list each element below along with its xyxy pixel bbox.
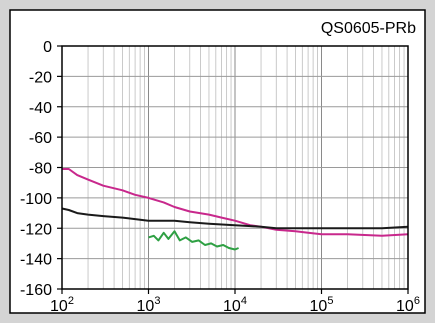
x-tick-base: 10 — [396, 298, 414, 315]
y-tick-label: -120 — [20, 221, 52, 238]
x-tick-base: 10 — [137, 298, 155, 315]
y-tick-label: -20 — [29, 69, 52, 86]
inner-panel — [9, 9, 426, 314]
x-tick-exponent: 4 — [241, 295, 247, 307]
y-tick-label: -60 — [29, 130, 52, 147]
x-tick-exponent: 2 — [68, 295, 74, 307]
x-tick-label: 105 — [310, 295, 334, 315]
x-tick-label: 102 — [50, 295, 74, 315]
x-tick-label: 106 — [396, 295, 420, 315]
series-line-2 — [61, 207, 409, 230]
series-line-1 — [62, 168, 409, 237]
y-tick-label: -100 — [20, 191, 52, 208]
y-tick-label: 0 — [43, 39, 52, 56]
y-tick-label: -80 — [29, 161, 52, 178]
y-tick-label: -140 — [20, 252, 52, 269]
x-tick-label: 103 — [137, 295, 161, 315]
y-tick-label: -40 — [29, 100, 52, 117]
x-tick-base: 10 — [223, 298, 241, 315]
x-tick-base: 10 — [50, 298, 68, 315]
x-tick-label: 104 — [223, 295, 247, 315]
chart-title: QS0605-PRb — [321, 20, 416, 37]
x-tick-base: 10 — [310, 298, 328, 315]
x-tick-exponent: 5 — [327, 295, 333, 307]
series-line-3 — [148, 230, 239, 251]
x-tick-exponent: 3 — [154, 295, 160, 307]
x-tick-exponent: 6 — [414, 295, 420, 307]
series-layer — [61, 168, 409, 251]
y-tick-label: -160 — [20, 282, 52, 299]
